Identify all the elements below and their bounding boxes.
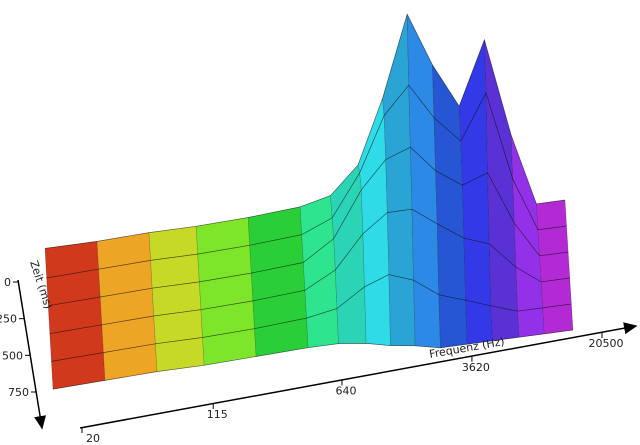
surface-patch <box>388 274 416 347</box>
y-tick-label: 0 <box>4 276 11 289</box>
surface-patch <box>387 208 414 281</box>
y-tick-label: 250 <box>0 313 17 326</box>
surface-patch <box>540 277 572 309</box>
surface-patch <box>536 199 567 231</box>
time-slice <box>46 84 567 279</box>
time-slice <box>44 13 566 249</box>
y-tick-label: 750 <box>8 386 29 399</box>
surface-patch <box>539 251 571 283</box>
time-slice <box>49 208 570 334</box>
y-tick-label: 500 <box>2 349 23 362</box>
surface <box>44 13 574 390</box>
x-tick-label: 640 <box>335 385 356 398</box>
surface-patch <box>542 303 574 335</box>
y-axis <box>17 279 47 430</box>
surface-patch <box>438 294 468 349</box>
x-axis <box>79 322 638 429</box>
time-slice <box>51 274 572 362</box>
surface-patch <box>537 225 569 257</box>
x-tick-label: 20 <box>86 432 100 445</box>
surface-patch <box>463 237 492 307</box>
x-tick-label: 3620 <box>462 361 490 374</box>
time-slice <box>52 329 574 390</box>
x-tick-label: 115 <box>207 408 228 421</box>
time-slice <box>48 146 569 307</box>
x-tick-label: 20500 <box>589 337 624 350</box>
surface-patch <box>517 307 545 338</box>
